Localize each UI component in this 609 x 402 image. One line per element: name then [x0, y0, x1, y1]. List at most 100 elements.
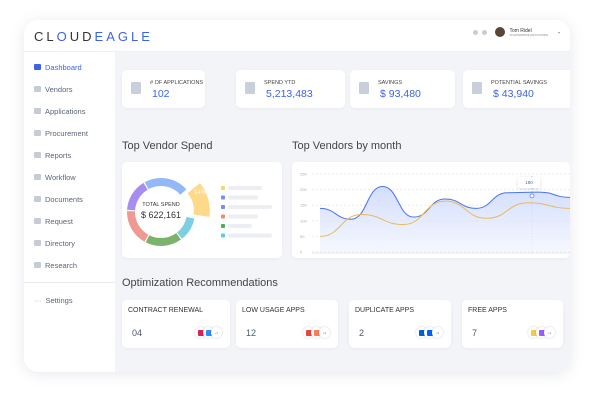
stat-card[interactable]: SAVINGS $ 93,480 [350, 70, 455, 108]
sidebar-item-label: Procurement [45, 128, 88, 138]
figma-icon [538, 329, 545, 336]
directory-icon [34, 240, 41, 246]
more-icon: ··· [34, 295, 42, 305]
sidebar-item-research[interactable]: Research [24, 254, 115, 276]
sidebar-item-label: Settings [45, 295, 73, 305]
chart-tooltip: 180 [518, 177, 540, 188]
donut-segment[interactable] [144, 178, 187, 195]
sidebar-item-vendors[interactable]: Vendors [24, 78, 115, 100]
sidebar-item-label: Research [45, 260, 78, 270]
section-title: Top Vendor Spend [122, 140, 213, 152]
y-tick-label: 150 [300, 203, 307, 208]
sidebar-item-label: Directory [45, 238, 76, 248]
stat-label: SAVINGS [378, 80, 403, 86]
procurement-icon [34, 130, 41, 136]
sidebar-item-settings[interactable]: ··· Settings [24, 289, 115, 311]
stat-card[interactable]: # OF APPLICATIONS 102 [122, 70, 205, 108]
optimization-value: 7 [472, 328, 478, 338]
sidebar-item-label: Request [45, 216, 73, 226]
y-tick-label: 50 [300, 234, 305, 239]
more-apps-badge: +2 [211, 327, 222, 338]
stat-icon [472, 82, 482, 94]
y-tick-label: 0 [300, 250, 303, 255]
legend-swatch [221, 233, 225, 238]
total-spend-value: $ 622,161 [140, 210, 182, 220]
donut-segment[interactable] [127, 211, 149, 242]
user-title: VP ENTERPRISE APPLICATIONS [509, 33, 548, 37]
sidebar-item-procurement[interactable]: Procurement [24, 122, 115, 144]
stat-value: $ 43,940 [493, 88, 534, 100]
optimization-label: FREE APPS [468, 307, 507, 314]
sidebar-item-label: Dashboard [45, 62, 82, 72]
optimization-card[interactable]: FREE APPS 7 +4 [462, 300, 563, 348]
donut-segment[interactable] [127, 182, 148, 211]
sidebar-item-label: Applications [45, 106, 86, 116]
stat-label: POTENTIAL SAVINGS [491, 80, 547, 86]
notification-icon[interactable] [473, 29, 479, 35]
legend-placeholder [228, 195, 258, 200]
donut-segment[interactable] [187, 183, 210, 217]
optimization-label: DUPLICATE APPS [355, 307, 415, 314]
total-spend-label: TOTAL SPEND [142, 202, 180, 208]
main-content: # OF APPLICATIONS 102 SPEND YTD 5,213,483 SA… [115, 52, 570, 372]
app-window: CLOUDEAGLE Tom Ridel VP ENTERPRISE APPLIC… [24, 20, 570, 372]
data-point-marker[interactable] [529, 193, 535, 199]
help-icon[interactable] [482, 29, 488, 35]
legend-placeholder [228, 214, 258, 219]
legend-placeholder [228, 205, 272, 209]
donut-segment[interactable] [145, 232, 181, 246]
legend-placeholder [228, 224, 252, 228]
sidebar-item-reports[interactable]: Reports [24, 144, 115, 166]
slack-icon [197, 329, 204, 336]
sidebar-item-label: Reports [45, 150, 72, 160]
sidebar-item-dashboard[interactable]: Dashboard [24, 56, 115, 78]
more-apps-badge: +4 [544, 327, 555, 338]
sidebar-item-request[interactable]: Request [24, 210, 115, 232]
y-tick-label: 200 [300, 187, 307, 192]
line-chart: 0 50 100 150 200 250 [300, 172, 570, 255]
sidebar-item-applications[interactable]: Applications [24, 100, 115, 122]
sidebar-item-documents[interactable]: Documents [24, 188, 115, 210]
home-icon [34, 64, 41, 70]
section-title: Top Vendors by month [292, 140, 402, 152]
optimization-value: 2 [359, 328, 365, 338]
logo-text: UD [69, 29, 95, 44]
sidebar-item-directory[interactable]: Directory [24, 232, 115, 254]
divider [24, 282, 115, 283]
series-line[interactable] [319, 200, 570, 237]
header: CLOUDEAGLE Tom Ridel VP ENTERPRISE APPLIC… [24, 20, 570, 52]
series-line[interactable] [319, 185, 570, 220]
stat-value: $ 93,480 [380, 88, 421, 100]
optimization-value: 04 [132, 328, 143, 338]
research-icon [34, 262, 41, 268]
y-tick-label: 100 [300, 218, 307, 223]
donut-segment[interactable] [176, 216, 195, 239]
donut-chart [127, 178, 272, 246]
workflow-icon [34, 174, 41, 180]
logo-text: EAGLE [94, 29, 153, 44]
user-name: Tom Ridel [509, 27, 532, 34]
optimization-card[interactable]: LOW USAGE APPS 12 +9 [236, 300, 338, 348]
legend-swatch [221, 186, 225, 190]
request-icon [34, 218, 41, 224]
sidebar-item-label: Workflow [45, 172, 76, 182]
sidebar-item-workflow[interactable]: Workflow [24, 166, 115, 188]
logo-text: O [56, 29, 70, 44]
stat-value: 102 [152, 88, 170, 100]
grid-icon [34, 108, 41, 114]
stat-card[interactable]: SPEND YTD 5,213,483 [236, 70, 345, 108]
series-area [320, 186, 570, 252]
logo[interactable]: CLOUDEAGLE [34, 29, 153, 44]
chevron-down-icon[interactable]: ▾ [557, 29, 560, 35]
dropbox-icon [426, 329, 433, 336]
avatar[interactable] [495, 27, 506, 37]
optimization-card[interactable]: DUPLICATE APPS 2 +5 [349, 300, 451, 348]
section-title: Optimization Recommendations [122, 277, 278, 289]
stat-value: 5,213,483 [266, 88, 313, 100]
stat-icon [359, 82, 369, 94]
box-icon [418, 329, 425, 336]
optimization-card[interactable]: CONTRACT RENEWAL 04 +2 [122, 300, 230, 348]
stat-icon [131, 82, 141, 94]
stat-card[interactable]: POTENTIAL SAVINGS $ 43,940 [463, 70, 570, 108]
sidebar-item-label: Vendors [45, 84, 73, 94]
